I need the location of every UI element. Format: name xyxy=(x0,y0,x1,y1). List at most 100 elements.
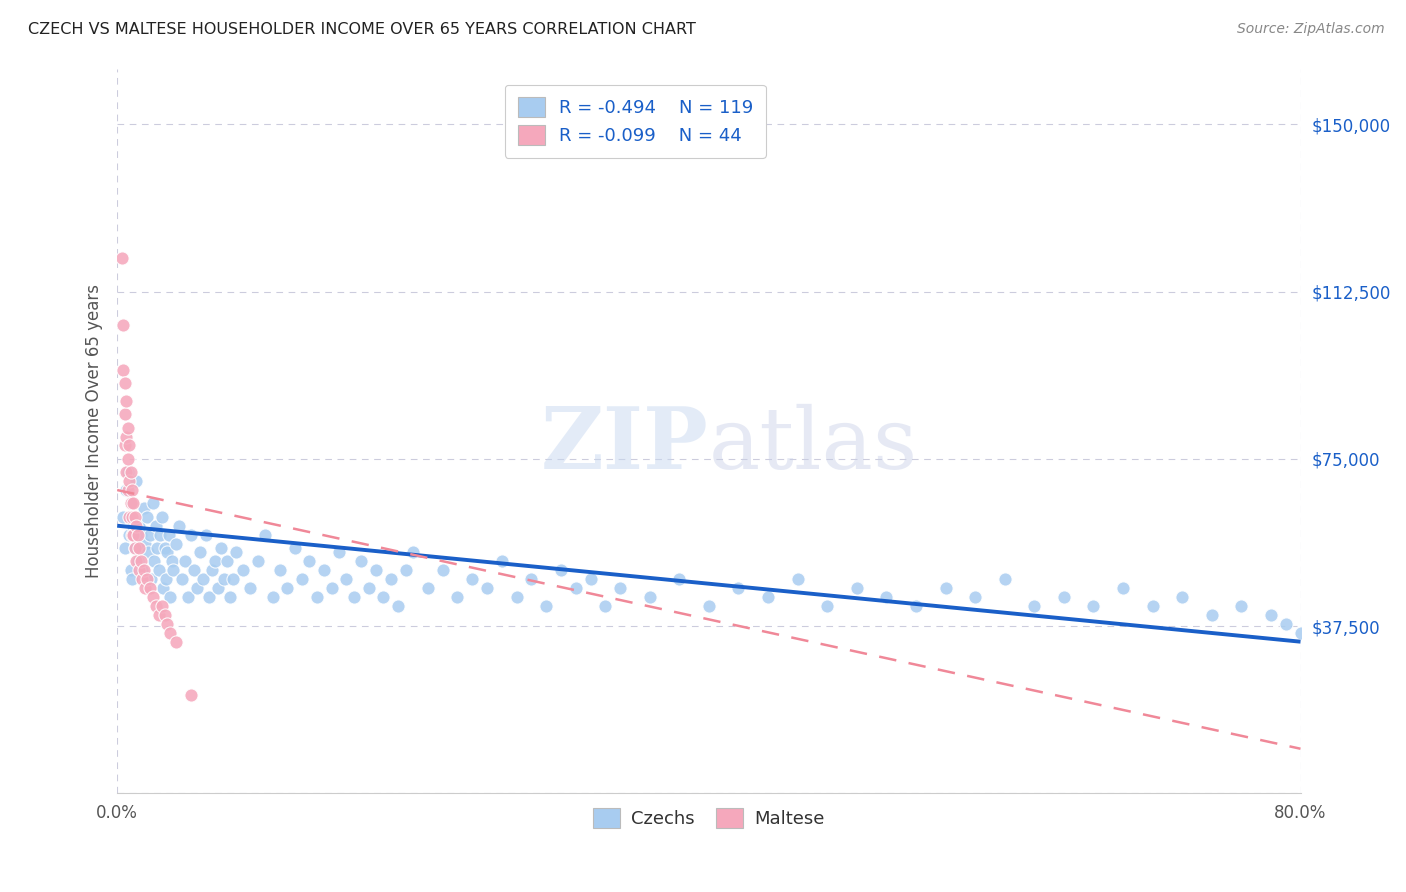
Point xyxy=(254,527,277,541)
Point xyxy=(579,572,602,586)
Point xyxy=(159,625,181,640)
Point xyxy=(159,590,181,604)
Point xyxy=(117,483,139,497)
Point xyxy=(357,581,380,595)
Point xyxy=(1201,607,1223,622)
Point xyxy=(114,376,136,390)
Text: atlas: atlas xyxy=(709,404,918,487)
Point xyxy=(152,581,174,595)
Point xyxy=(117,420,139,434)
Point xyxy=(155,572,177,586)
Point xyxy=(124,541,146,555)
Point xyxy=(343,590,366,604)
Point xyxy=(180,688,202,702)
Point xyxy=(149,527,172,541)
Point xyxy=(668,572,690,586)
Point xyxy=(115,393,138,408)
Point xyxy=(314,563,336,577)
Point xyxy=(194,527,217,541)
Point xyxy=(387,599,409,613)
Point xyxy=(177,590,200,604)
Point xyxy=(121,527,143,541)
Point xyxy=(994,572,1017,586)
Point xyxy=(461,572,484,586)
Point xyxy=(121,572,143,586)
Point xyxy=(127,527,149,541)
Point xyxy=(276,581,298,595)
Point xyxy=(142,590,165,604)
Point xyxy=(520,572,543,586)
Point xyxy=(904,599,927,613)
Point xyxy=(183,563,205,577)
Point xyxy=(121,496,143,510)
Point xyxy=(135,509,157,524)
Point xyxy=(125,474,148,488)
Point xyxy=(142,496,165,510)
Point xyxy=(215,554,238,568)
Point xyxy=(146,541,169,555)
Point xyxy=(394,563,416,577)
Point xyxy=(505,590,527,604)
Point xyxy=(786,572,808,586)
Point xyxy=(269,563,291,577)
Point xyxy=(609,581,631,595)
Point xyxy=(186,581,208,595)
Point xyxy=(534,599,557,613)
Point xyxy=(402,545,425,559)
Point xyxy=(934,581,956,595)
Point xyxy=(125,554,148,568)
Point xyxy=(1053,590,1076,604)
Point xyxy=(218,590,240,604)
Point xyxy=(145,518,167,533)
Point xyxy=(188,545,211,559)
Point xyxy=(128,518,150,533)
Point xyxy=(305,590,328,604)
Point xyxy=(212,572,235,586)
Point xyxy=(115,465,138,479)
Point xyxy=(727,581,749,595)
Point xyxy=(115,429,138,443)
Point xyxy=(756,590,779,604)
Point xyxy=(1289,625,1312,640)
Legend: Czechs, Maltese: Czechs, Maltese xyxy=(586,801,832,835)
Point xyxy=(114,407,136,421)
Point xyxy=(165,536,187,550)
Point xyxy=(129,527,152,541)
Point xyxy=(121,483,143,497)
Point xyxy=(335,572,357,586)
Point xyxy=(148,563,170,577)
Point xyxy=(111,251,134,265)
Point xyxy=(550,563,572,577)
Point xyxy=(117,451,139,466)
Point xyxy=(114,438,136,452)
Point xyxy=(127,554,149,568)
Point xyxy=(965,590,987,604)
Point xyxy=(112,318,135,332)
Point xyxy=(157,527,180,541)
Point xyxy=(446,590,468,604)
Point xyxy=(207,581,229,595)
Point xyxy=(595,599,617,613)
Point xyxy=(174,554,197,568)
Point xyxy=(845,581,868,595)
Point xyxy=(225,545,247,559)
Point xyxy=(239,581,262,595)
Point xyxy=(284,541,307,555)
Point xyxy=(128,541,150,555)
Point xyxy=(172,572,194,586)
Point xyxy=(136,545,159,559)
Point xyxy=(125,518,148,533)
Point xyxy=(112,509,135,524)
Point xyxy=(321,581,343,595)
Y-axis label: Householder Income Over 65 years: Householder Income Over 65 years xyxy=(86,284,103,578)
Point xyxy=(169,518,191,533)
Point xyxy=(1274,616,1296,631)
Point xyxy=(131,563,153,577)
Text: Source: ZipAtlas.com: Source: ZipAtlas.com xyxy=(1237,22,1385,37)
Point xyxy=(115,483,138,497)
Point xyxy=(120,496,142,510)
Point xyxy=(134,536,156,550)
Point xyxy=(135,572,157,586)
Point xyxy=(1142,599,1164,613)
Point xyxy=(128,563,150,577)
